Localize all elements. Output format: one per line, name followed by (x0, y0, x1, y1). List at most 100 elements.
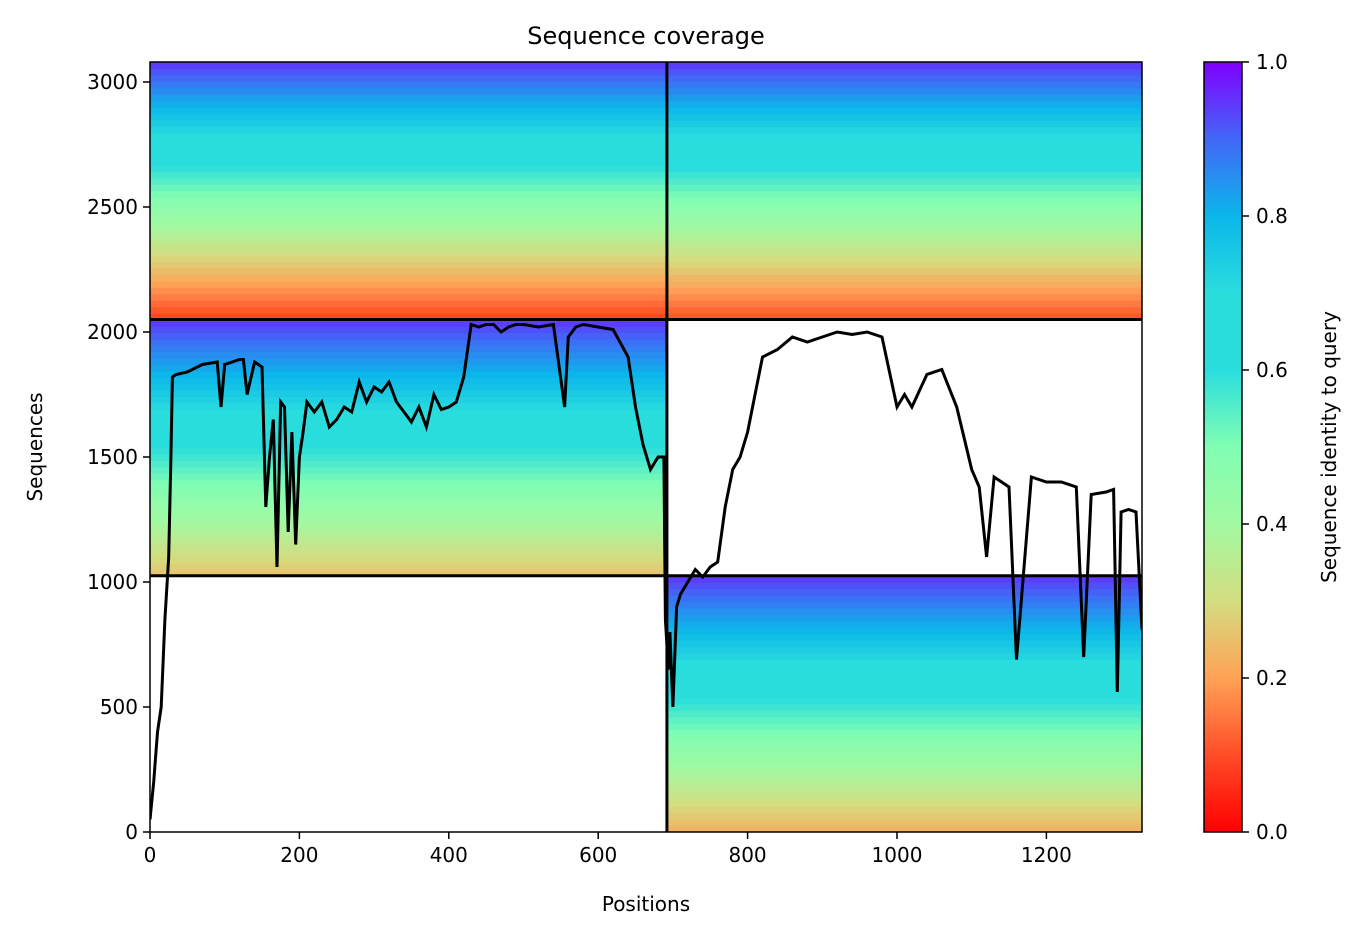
heatmap-band (150, 460, 667, 468)
heatmap-band (666, 152, 1142, 160)
heatmap-band (666, 306, 1142, 314)
heatmap-band (666, 665, 1142, 673)
heatmap-band (666, 280, 1142, 288)
heatmap-band (666, 222, 1142, 230)
heatmap-band (666, 716, 1142, 724)
heatmap-band (150, 268, 667, 276)
heatmap-band (666, 767, 1142, 775)
chain-boundaries (150, 62, 1142, 832)
heatmap-band (150, 81, 667, 89)
heatmap-band (150, 145, 667, 153)
plot-area (149, 61, 1143, 833)
heatmap-band (666, 607, 1142, 615)
heatmap-band (666, 697, 1142, 705)
heatmap-band (666, 94, 1142, 102)
heatmap-band (150, 402, 667, 410)
heatmap-band (666, 126, 1142, 134)
colorbar: 0.0 0.2 0.4 0.6 0.8 1.0 Sequence identity to … (1203, 50, 1341, 844)
heatmap-band (150, 87, 667, 95)
heatmap-band (150, 248, 667, 256)
heatmap-band (150, 100, 667, 108)
colorbar-tick-label: 0.0 (1256, 820, 1288, 844)
heatmap-band (150, 293, 667, 301)
heatmap-band (666, 171, 1142, 179)
heatmap-band (666, 139, 1142, 147)
coverage-line (150, 322, 1142, 820)
colorbar-tick-label: 0.4 (1256, 512, 1288, 536)
heatmap-band (666, 177, 1142, 185)
heatmap-band (666, 197, 1142, 205)
heatmap-band (150, 152, 667, 160)
heatmap-band (150, 569, 667, 577)
heatmap-band (150, 287, 667, 295)
colorbar-tick-label: 0.8 (1256, 204, 1288, 228)
heatmap-band (666, 633, 1142, 641)
heatmap-band (150, 505, 667, 513)
heatmap-band (666, 575, 1142, 583)
heatmap-band (150, 396, 667, 404)
heatmap-band (150, 383, 667, 391)
heatmap-band (150, 332, 667, 340)
heatmap-band (150, 113, 667, 121)
heatmap-band (666, 313, 1142, 321)
heatmap-band (666, 300, 1142, 308)
heatmap-band (150, 306, 667, 314)
x-tick-label: 1200 (1021, 843, 1072, 867)
heatmap-band (666, 293, 1142, 301)
heatmap-band (150, 454, 667, 462)
heatmap-band (666, 229, 1142, 237)
y-tick-label: 0 (125, 820, 138, 844)
heatmap-band (150, 190, 667, 198)
heatmap-band (150, 389, 667, 397)
heatmap-band (666, 158, 1142, 166)
heatmap-band (150, 255, 667, 263)
heatmap-band (150, 222, 667, 230)
heatmap-band (150, 261, 667, 269)
heatmap-band (150, 345, 667, 353)
heatmap-band (666, 819, 1142, 827)
heatmap-band (150, 300, 667, 308)
heatmap-band (666, 582, 1142, 590)
heatmap-band (666, 274, 1142, 282)
heatmap-band (666, 799, 1142, 807)
heatmap-band (666, 620, 1142, 628)
heatmap-band (666, 601, 1142, 609)
heatmap-band (666, 68, 1142, 76)
heatmap-band (666, 184, 1142, 192)
chart-title: Sequence coverage (527, 22, 764, 50)
heatmap-band (150, 229, 667, 237)
y-tick-label: 2000 (87, 320, 138, 344)
heatmap-band (150, 524, 667, 532)
heatmap-band (150, 537, 667, 545)
heatmap-band (150, 556, 667, 564)
x-axis-label: Positions (602, 892, 690, 916)
colorbar-ticks: 0.0 0.2 0.4 0.6 0.8 1.0 (1242, 50, 1288, 844)
heatmap-band (150, 74, 667, 82)
heatmap-band (666, 671, 1142, 679)
y-tick-label: 500 (100, 695, 138, 719)
heatmap-band (150, 242, 667, 250)
heatmap-band (666, 729, 1142, 737)
heatmap-band (666, 235, 1142, 243)
heatmap-band (150, 68, 667, 76)
heatmap-block-chain-1-top (150, 62, 667, 321)
heatmap-band (666, 132, 1142, 140)
x-tick-label: 200 (280, 843, 318, 867)
heatmap-band (666, 652, 1142, 660)
heatmap-band (150, 351, 667, 359)
y-axis: 0 500 1000 1500 2000 2500 3000 (87, 70, 150, 844)
heatmap-band (150, 325, 667, 333)
heatmap-block-chain-1-middle (150, 319, 667, 577)
heatmap-band (150, 492, 667, 500)
heatmap-band (666, 261, 1142, 269)
heatmap-band (666, 639, 1142, 647)
heatmap-band (150, 107, 667, 115)
heatmap-band (666, 742, 1142, 750)
heatmap-band (666, 100, 1142, 108)
heatmap-band (150, 473, 667, 481)
heatmap-band (666, 735, 1142, 743)
colorbar-label: Sequence identity to query (1317, 311, 1341, 583)
heatmap-band (150, 441, 667, 449)
heatmap-band (150, 428, 667, 436)
